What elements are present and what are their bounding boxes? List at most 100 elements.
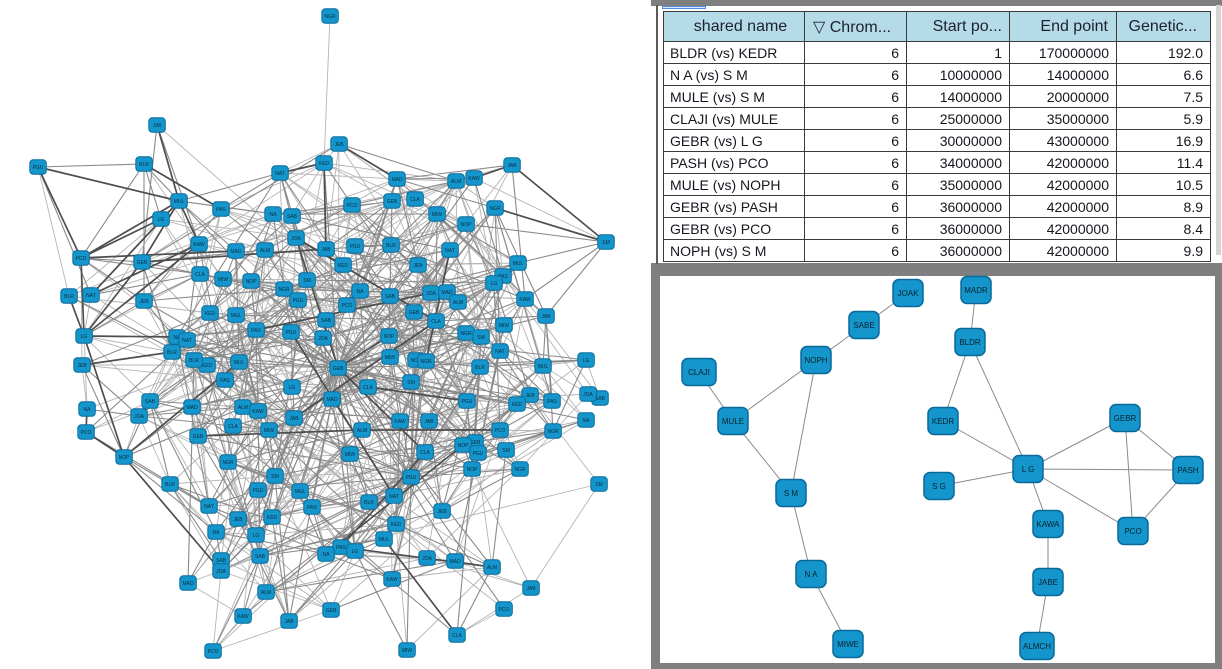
svg-text:KAW: KAW <box>468 176 479 182</box>
svg-text:KAW: KAW <box>193 242 204 248</box>
svg-text:GEBR: GEBR <box>1114 414 1137 423</box>
svg-text:MAD: MAD <box>186 405 198 411</box>
svg-text:NOP: NOP <box>384 334 396 340</box>
svg-text:CLA: CLA <box>228 424 238 430</box>
svg-text:NA: NA <box>583 418 591 424</box>
svg-text:PGU: PGU <box>286 330 297 336</box>
svg-text:BLR: BLR <box>167 350 177 356</box>
svg-text:PCO: PCO <box>495 428 506 434</box>
svg-text:LG: LG <box>352 549 359 555</box>
svg-text:PGU: PGU <box>253 488 264 494</box>
svg-text:JOAK: JOAK <box>898 289 920 298</box>
svg-text:KAWA: KAWA <box>1037 520 1061 529</box>
svg-text:MIW: MIW <box>385 355 396 361</box>
svg-text:SM: SM <box>303 278 311 284</box>
svg-text:MAD: MAD <box>391 177 403 183</box>
svg-text:NGR: NGR <box>278 287 290 293</box>
svg-text:MADR: MADR <box>964 286 988 295</box>
svg-text:LG: LG <box>253 533 260 539</box>
svg-text:MUL: MUL <box>379 537 390 543</box>
svg-text:SM: SM <box>271 474 279 480</box>
svg-text:MAD: MAD <box>441 290 453 296</box>
svg-text:KAW: KAW <box>252 409 263 415</box>
svg-text:MUL: MUL <box>174 199 185 205</box>
svg-text:BLR: BLR <box>364 500 374 506</box>
svg-text:SM: SM <box>502 448 510 454</box>
svg-text:BLR: BLR <box>475 365 485 371</box>
svg-text:NOP: NOP <box>461 222 473 228</box>
svg-text:JAB: JAB <box>507 163 517 169</box>
svg-text:PCO: PCO <box>76 256 87 262</box>
svg-text:KAW: KAW <box>519 297 530 303</box>
svg-text:JEB: JEB <box>233 517 243 523</box>
svg-text:MIW: MIW <box>432 212 443 218</box>
svg-text:NA: NA <box>270 212 278 218</box>
svg-text:MULE: MULE <box>722 417 744 426</box>
svg-text:PGU: PGU <box>406 475 417 481</box>
svg-text:NOP: NOP <box>246 279 258 285</box>
svg-text:JOA: JOA <box>583 392 593 398</box>
svg-text:BLR: BLR <box>386 243 396 249</box>
svg-text:JAB: JAB <box>526 586 536 592</box>
svg-text:CLA: CLA <box>410 197 420 203</box>
svg-text:PAS: PAS <box>220 378 230 384</box>
svg-text:JAB: JAB <box>541 314 551 320</box>
svg-text:SM: SM <box>602 240 610 246</box>
svg-text:MIW: MIW <box>264 428 275 434</box>
svg-text:MUL: MUL <box>295 489 306 495</box>
svg-text:CLAJI: CLAJI <box>688 368 710 377</box>
svg-text:PGU: PGU <box>473 451 484 457</box>
svg-text:SAB: SAB <box>216 558 227 564</box>
svg-text:JOA: JOA <box>134 414 144 420</box>
svg-text:JAB: JAB <box>289 416 299 422</box>
svg-text:BLR: BLR <box>64 294 74 300</box>
svg-text:ALM: ALM <box>260 248 270 254</box>
svg-text:LG: LG <box>81 334 88 340</box>
svg-text:MUL: MUL <box>234 360 245 366</box>
svg-text:CLA: CLA <box>420 450 430 456</box>
svg-text:MIW: MIW <box>402 648 413 654</box>
svg-text:BLR: BLR <box>165 482 175 488</box>
svg-text:NAT: NAT <box>389 494 399 500</box>
svg-text:ALMCH: ALMCH <box>1023 642 1051 651</box>
svg-text:CLA: CLA <box>363 385 373 391</box>
svg-text:NAT: NAT <box>86 293 96 299</box>
svg-text:SAB: SAB <box>595 396 606 402</box>
svg-text:GEB: GEB <box>409 310 420 316</box>
svg-text:MIWE: MIWE <box>837 640 859 649</box>
svg-text:KED: KED <box>267 515 278 521</box>
svg-text:JEB: JEB <box>334 142 344 148</box>
svg-text:JOA: JOA <box>318 336 328 342</box>
svg-text:KAW: KAW <box>394 419 405 425</box>
svg-text:GEB: GEB <box>470 440 481 446</box>
svg-text:KAW: KAW <box>237 614 248 620</box>
svg-text:KEDR: KEDR <box>932 417 954 426</box>
svg-text:PAS: PAS <box>498 274 508 280</box>
svg-text:NAT: NAT <box>495 349 505 355</box>
svg-text:KED: KED <box>205 311 216 317</box>
svg-text:PGU: PGU <box>462 399 473 405</box>
svg-text:KAW: KAW <box>386 577 397 583</box>
svg-text:KED: KED <box>391 522 402 528</box>
svg-text:MAD: MAD <box>182 581 194 587</box>
svg-text:SABE: SABE <box>853 321 874 330</box>
svg-text:NOP: NOP <box>458 443 470 449</box>
svg-text:KED: KED <box>319 161 330 167</box>
svg-text:LG: LG <box>158 217 165 223</box>
svg-text:JAB: JAB <box>321 247 331 253</box>
svg-text:SAB: SAB <box>255 554 266 560</box>
svg-text:JOA: JOA <box>291 236 301 242</box>
svg-text:NGR: NGR <box>324 14 336 20</box>
svg-text:MUL: MUL <box>231 313 242 319</box>
svg-text:KED: KED <box>512 402 523 408</box>
svg-text:S M: S M <box>784 489 799 498</box>
svg-text:SM: SM <box>407 380 415 386</box>
svg-text:NGR: NGR <box>460 331 472 337</box>
svg-text:NOP: NOP <box>119 455 131 461</box>
svg-text:CLA: CLA <box>431 319 441 325</box>
svg-text:BLR: BLR <box>189 358 199 364</box>
svg-text:NA: NA <box>323 552 331 558</box>
svg-text:NA: NA <box>174 335 182 341</box>
svg-text:GEB: GEB <box>193 434 204 440</box>
svg-text:NAT: NAT <box>445 248 455 254</box>
